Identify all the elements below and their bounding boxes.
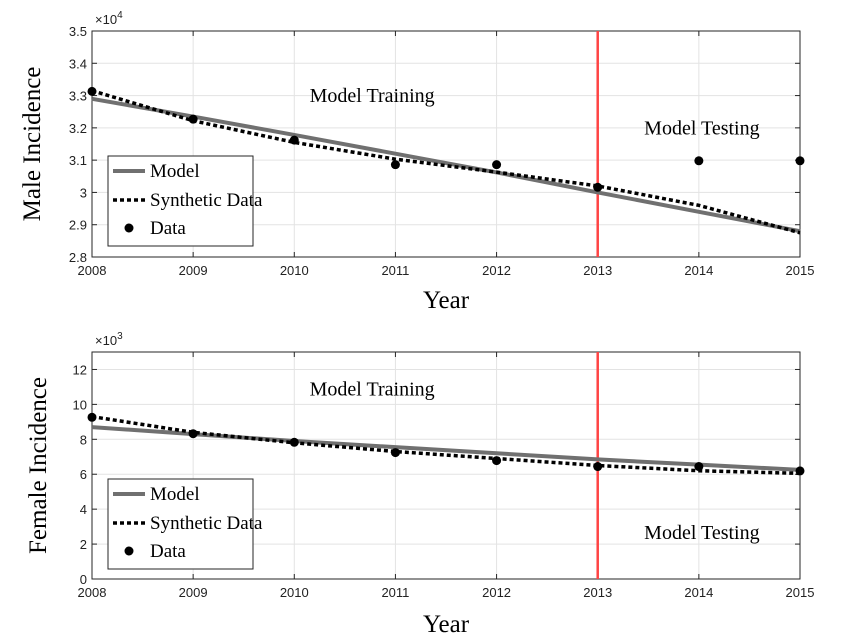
series-synthetic-line (91, 414, 801, 476)
x-tick-label: 2008 (78, 585, 107, 600)
y-multiplier-exponent: 4 (117, 10, 123, 21)
x-tick-label: 2012 (482, 263, 511, 278)
x-tick-label: 2009 (179, 263, 208, 278)
axes-box (91, 351, 801, 580)
x-tick-label: 2011 (381, 585, 409, 600)
x-tick-label: 2010 (280, 263, 309, 278)
legend-data-label: Data (150, 541, 186, 562)
legend-model-label: Model (150, 161, 200, 182)
data-point (390, 448, 400, 458)
x-tick-label: 2015 (786, 585, 815, 600)
chart-1: 2008 2009 2010 2011 2012 2013 2014 2015 0 2 4 6 8 10 1… (25, 331, 814, 638)
y-multiplier-exponent: 3 (117, 331, 123, 342)
y-multiplier: ×103 (95, 331, 123, 348)
annotation-text: Model Training (310, 85, 435, 107)
y-tick-label: 3 (80, 185, 87, 200)
x-tick-label: 2013 (583, 263, 612, 278)
y-tick-label: 3.1 (69, 153, 87, 168)
y-tick-label: 0 (80, 572, 87, 587)
data-point (289, 437, 299, 447)
x-tick-label: 2012 (482, 585, 511, 600)
annotation-text: Model Testing (644, 522, 759, 544)
data-point (694, 462, 704, 472)
legend-data-marker (124, 223, 134, 233)
data-point (694, 156, 704, 166)
legend-data-label: Data (150, 218, 186, 239)
x-tick-label: 2008 (78, 263, 107, 278)
y-tick-label: 10 (73, 397, 87, 412)
data-point (188, 114, 198, 124)
chart-0: 2008 2009 2010 2011 2012 2013 2014 2015 2.8 2.9 3 3… (19, 10, 814, 314)
legend-model-label: Model (150, 484, 200, 505)
data-point (390, 160, 400, 170)
x-tick-label: 2015 (786, 263, 815, 278)
y-tick-label: 12 (73, 362, 87, 377)
legend-synthetic-label: Synthetic Data (150, 513, 263, 534)
data-point (87, 412, 97, 422)
x-axis-label: Year (423, 611, 470, 638)
x-tick-label: 2014 (684, 263, 713, 278)
annotation-text: Model Testing (644, 117, 759, 139)
data-point (795, 156, 805, 166)
axes-box (91, 30, 801, 258)
series-model-line (91, 96, 801, 234)
data-point (593, 462, 603, 472)
data-point (87, 86, 97, 96)
x-axis-label: Year (423, 287, 470, 314)
data-point (795, 466, 805, 476)
y-tick-label: 4 (80, 502, 87, 517)
y-multiplier: ×104 (95, 10, 123, 27)
y-tick-label: 3.2 (69, 121, 87, 136)
legend: Model Synthetic Data Data (107, 478, 263, 570)
y-tick-label: 3.3 (69, 89, 87, 104)
x-tick-label: 2009 (179, 585, 208, 600)
data-point (593, 182, 603, 192)
y-multiplier-base: ×10 (95, 333, 117, 348)
y-tick-label: 3.4 (69, 56, 87, 71)
y-tick-label: 8 (80, 432, 87, 447)
data-point (492, 456, 502, 466)
data-point (188, 429, 198, 439)
x-tick-label: 2014 (684, 585, 713, 600)
y-axis-label: Male Incidence (19, 67, 46, 222)
y-axis-label: Female Incidence (25, 377, 52, 554)
x-tick-label: 2010 (280, 585, 309, 600)
legend: Model Synthetic Data Data (107, 155, 263, 247)
data-point (492, 160, 502, 170)
y-tick-label: 2 (80, 537, 87, 552)
y-tick-label: 2.9 (69, 218, 87, 233)
y-multiplier-base: ×10 (95, 12, 117, 27)
annotation-text: Model Training (310, 379, 435, 401)
y-tick-label: 2.8 (69, 250, 87, 265)
data-point (289, 135, 299, 145)
x-tick-label: 2013 (583, 585, 612, 600)
y-tick-label: 3.5 (69, 24, 87, 39)
legend-synthetic-label: Synthetic Data (150, 190, 263, 211)
x-tick-label: 2011 (381, 263, 409, 278)
series-synthetic-line (91, 89, 801, 235)
y-tick-label: 6 (80, 467, 87, 482)
legend-data-marker (124, 546, 134, 556)
